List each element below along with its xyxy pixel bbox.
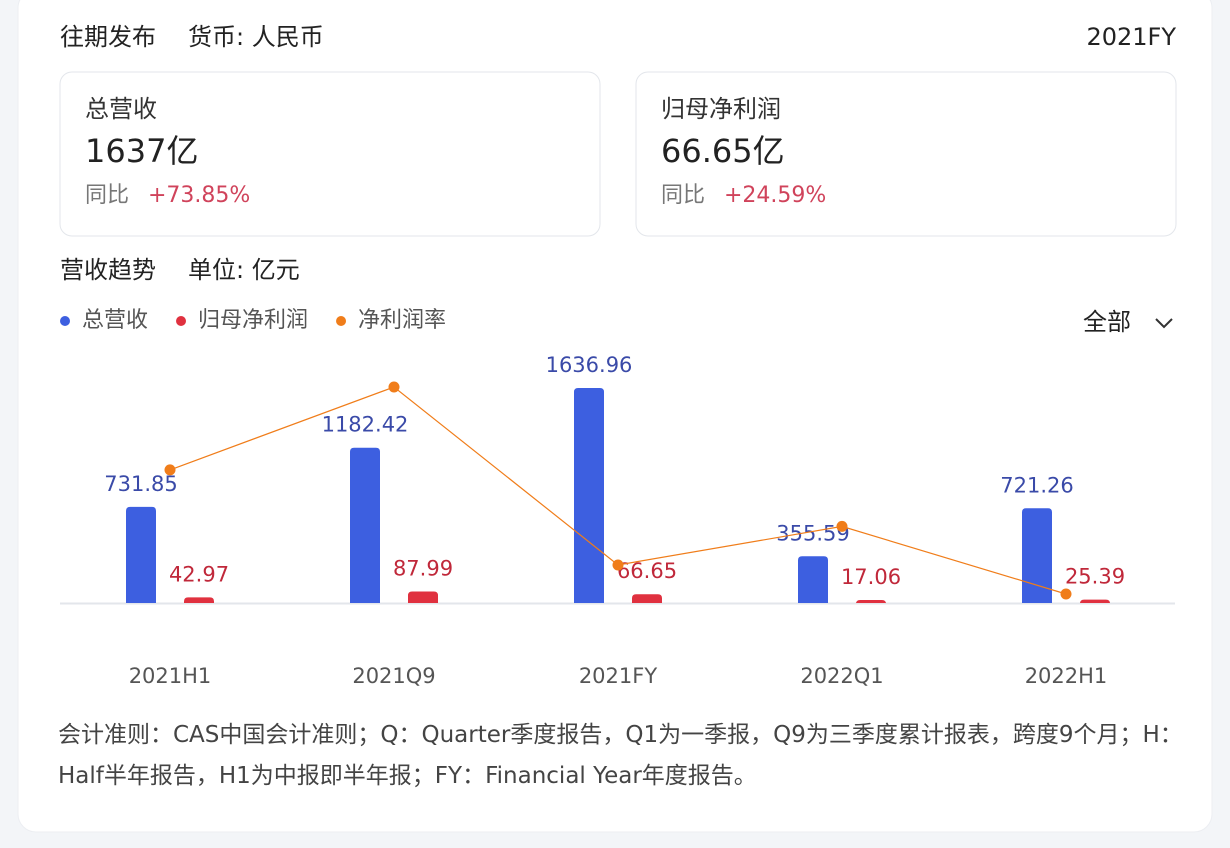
card-label: 总营收 — [85, 95, 157, 123]
x-tick-label: 2021Q9 — [352, 664, 435, 688]
bar — [184, 597, 214, 603]
card — [635, 71, 1177, 237]
card — [59, 71, 601, 237]
legend-label: 归母净利润 — [198, 308, 308, 333]
bar — [1080, 599, 1110, 604]
legend-label: 净利润率 — [358, 308, 446, 333]
value-label: 1636.96 — [546, 353, 633, 377]
section-title: 营收趋势 — [60, 256, 156, 284]
card-yoy-label: 同比 — [661, 183, 705, 208]
period[interactable]: 2021FY — [1086, 23, 1176, 51]
bar — [856, 600, 886, 604]
value-label: 731.85 — [104, 472, 177, 496]
card-yoy: +73.85% — [148, 183, 250, 208]
bar — [1022, 508, 1052, 603]
value-label: 42.97 — [169, 562, 229, 586]
bar — [126, 506, 156, 603]
value-label: 721.26 — [1000, 473, 1073, 497]
line-point — [612, 559, 624, 571]
line-point — [388, 381, 400, 393]
value-label: 17.06 — [841, 565, 901, 589]
footnote: 会计准则：CAS中国会计准则；Q：Quarter季度报告，Q1为一季报，Q9为三… — [58, 722, 1183, 789]
filter[interactable]: 全部 — [1083, 308, 1131, 336]
x-tick-label: 2022H1 — [1025, 664, 1108, 688]
value-label: 66.65 — [617, 559, 677, 583]
chevron[interactable] — [1155, 318, 1173, 329]
card-value: 1637亿 — [85, 132, 198, 170]
bar — [574, 388, 604, 603]
line-point — [164, 464, 176, 476]
card-yoy-label: 同比 — [85, 183, 129, 208]
value-label: 25.39 — [1065, 565, 1125, 589]
legend-label: 总营收 — [82, 308, 148, 333]
x-tick-label: 2022Q1 — [800, 664, 883, 688]
line-point — [1060, 588, 1072, 600]
bar — [408, 591, 438, 603]
value-label: 1182.42 — [322, 413, 409, 437]
x-tick-label: 2021FY — [579, 664, 658, 688]
card-label: 归母净利润 — [661, 95, 781, 123]
card-value: 66.65亿 — [661, 132, 785, 170]
section-unit: 单位: 亿元 — [188, 256, 300, 284]
bar — [632, 594, 662, 603]
bar — [350, 447, 380, 603]
footnote-box: 会计准则：CAS中国会计准则；Q：Quarter季度报告，Q1为一季报，Q9为三… — [58, 722, 1183, 789]
card-yoy: +24.59% — [724, 183, 826, 208]
bar — [798, 556, 828, 603]
line-point — [836, 520, 848, 532]
currency: 货币: 人民币 — [188, 23, 324, 51]
legend-dot — [176, 316, 187, 326]
legend-dot — [336, 316, 347, 326]
legend-dot — [60, 316, 70, 326]
header-title: 往期发布 — [60, 23, 156, 51]
x-tick-label: 2021H1 — [129, 664, 212, 688]
value-label: 87.99 — [393, 556, 453, 580]
